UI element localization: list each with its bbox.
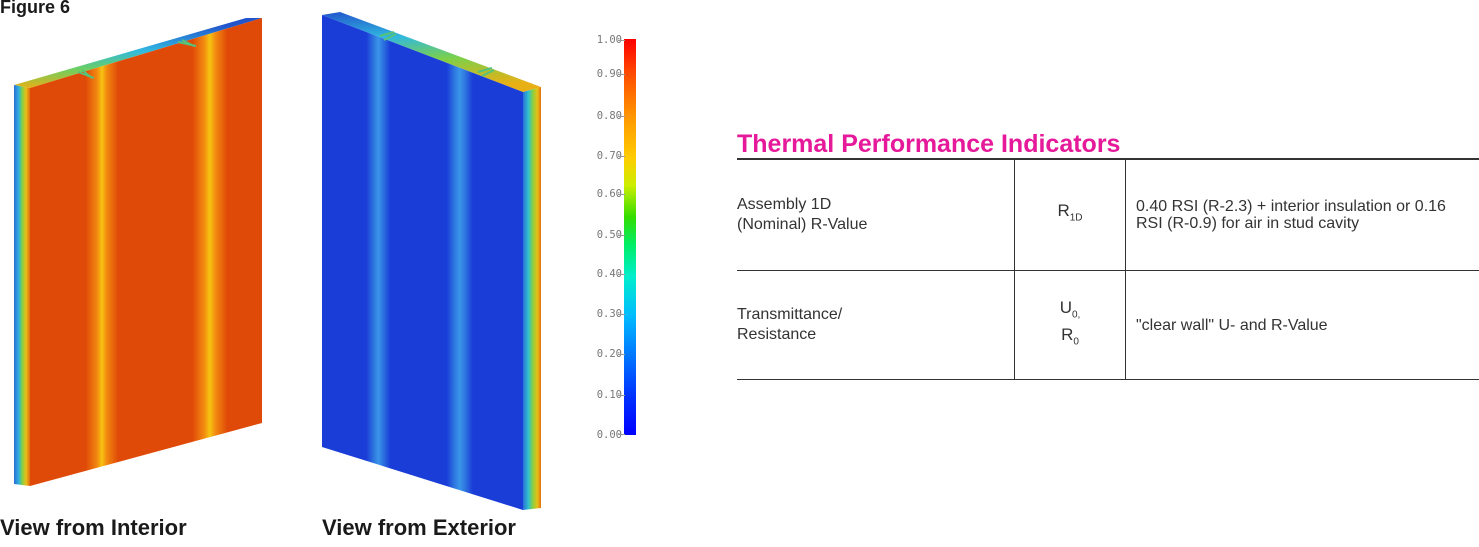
exterior-wall-edge [523,87,541,510]
symbol-u: U0, [1015,298,1125,325]
symbol-subscript: 0 [1073,336,1079,348]
indicator-name-line: Assembly 1D [737,196,832,213]
indicator-name-line: (Nominal) R-Value [737,216,868,233]
indicator-name-line: Transmittance/ [737,306,843,323]
exterior-view-caption: View from Exterior [322,515,516,540]
symbol-r: R0 [1015,325,1125,352]
indicator-symbol: R1D [1014,158,1126,271]
scale-tick-mark [618,74,625,75]
scale-tick-mark [618,194,625,195]
section-title: Thermal Performance Indicators [737,130,1121,158]
scale-tick-mark [618,314,625,315]
indicator-description: 0.40 RSI (R-2.3) + interior insulation o… [1125,158,1479,271]
scale-tick-mark [618,434,625,435]
symbol-letter: U [1059,297,1072,317]
thermal-indicators-table: Assembly 1D (Nominal) R-Value R1D 0.40 R… [737,158,1479,380]
interior-wall-top [14,18,262,88]
interior-wall-view [14,18,262,486]
scale-tick-mark [618,156,625,157]
figure-label: Figure 6 [0,0,71,17]
symbol-subscript: 0, [1071,309,1081,320]
scale-tick-mark [618,116,625,117]
interior-view-caption: View from Interior [0,515,187,540]
scale-tick-label: 0.20 [596,348,622,360]
indicator-symbol: U0, R0 [1014,270,1126,380]
interior-wall-edge [14,85,30,486]
scale-tick-label: 0.90 [596,68,622,80]
interior-wall-joint-marks [77,39,197,79]
symbol-letter: R [1061,325,1074,344]
scale-tick-mark [618,235,625,236]
exterior-wall-joint-marks [379,31,495,77]
scale-tick-label: 0.50 [596,229,622,241]
indicator-name: Transmittance/ Resistance [737,270,1015,380]
symbol-letter: R [1057,201,1070,221]
thermal-wall-renderings [14,12,541,510]
exterior-wall-view [322,12,541,510]
scale-tick-mark [618,395,625,396]
scale-tick-label: 0.00 [596,429,622,441]
scale-tick-label: 0.30 [596,308,622,320]
indicator-name: Assembly 1D (Nominal) R-Value [737,158,1015,271]
scale-tick-label: 0.70 [596,150,622,162]
color-scale-bar [624,39,636,435]
scale-tick-mark [618,354,625,355]
scale-tick-label: 0.80 [596,110,622,122]
scale-tick-label: 1.00 [596,34,622,46]
exterior-wall-face [322,15,523,510]
indicator-name-line: Resistance [737,326,817,343]
scale-tick-label: 0.60 [596,188,622,200]
scale-tick-label: 0.10 [596,389,622,401]
scale-tick-label: 0.40 [596,268,622,280]
scale-tick-mark [618,274,625,275]
table-row: Transmittance/ Resistance U0, R0 "clear … [737,270,1479,380]
indicator-description: "clear wall" U- and R-Value [1125,270,1479,380]
table-row: Assembly 1D (Nominal) R-Value R1D 0.40 R… [737,158,1479,271]
interior-wall-face [30,18,262,486]
scale-tick-mark [618,40,625,41]
symbol-subscript: 1D [1069,212,1083,224]
exterior-wall-top [322,12,541,92]
